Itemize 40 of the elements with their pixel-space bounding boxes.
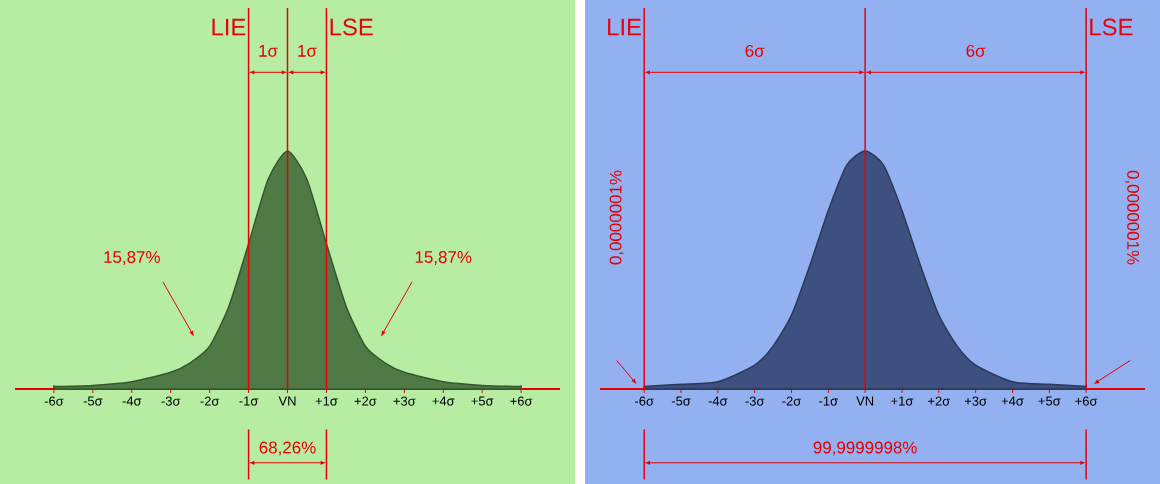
ref-line-label: LSE — [330, 18, 373, 36]
x-tick-label: -4σ — [708, 396, 728, 406]
annotation: 15,87% — [104, 251, 160, 266]
x-tick-label: VN — [278, 396, 296, 406]
text: 68,26% — [259, 441, 316, 456]
x-tick-label: +2σ — [354, 396, 377, 406]
ref-line-label: LSE — [1090, 18, 1133, 36]
x-tick-label: VN — [856, 396, 874, 406]
text: 6σ — [745, 44, 765, 57]
x-tick-label: -2σ — [782, 396, 802, 406]
annotation: 0,0000001% — [1125, 170, 1140, 265]
x-tick-label: -1σ — [819, 396, 838, 406]
text: 99,9999998% — [813, 441, 917, 456]
ref-line-label: LIE — [608, 18, 641, 36]
x-tick-label: +6σ — [510, 396, 533, 406]
x-tick-label: -3σ — [745, 396, 765, 406]
text: 6σ — [966, 44, 986, 57]
ref-line-label: LIE — [212, 18, 246, 36]
x-tick-label: -4σ — [122, 396, 142, 406]
x-tick-label: +5σ — [1038, 396, 1061, 406]
x-tick-label: -3σ — [161, 396, 181, 406]
x-tick-label: +1σ — [315, 396, 338, 406]
x-tick-label: -6σ — [635, 396, 654, 406]
x-tick-label: +5σ — [471, 396, 494, 406]
x-tick-label: +3σ — [964, 396, 987, 406]
annotation: 0,0000001% — [609, 170, 624, 265]
x-tick-label: +6σ — [1075, 396, 1098, 406]
annotation: 15,87% — [415, 251, 472, 266]
x-tick-label: -6σ — [44, 396, 64, 406]
x-tick-label: -5σ — [671, 396, 691, 406]
x-tick-label: -1σ — [239, 396, 259, 406]
x-tick-label: +4σ — [1001, 396, 1024, 406]
x-tick-label: +3σ — [393, 396, 416, 406]
text: 1σ — [298, 44, 317, 57]
x-tick-label: -2σ — [200, 396, 220, 406]
text: 1σ — [259, 44, 278, 57]
x-tick-label: +1σ — [891, 396, 914, 406]
x-tick-label: +4σ — [432, 396, 455, 406]
x-tick-label: -5σ — [83, 396, 103, 406]
x-tick-label: +2σ — [928, 396, 950, 406]
